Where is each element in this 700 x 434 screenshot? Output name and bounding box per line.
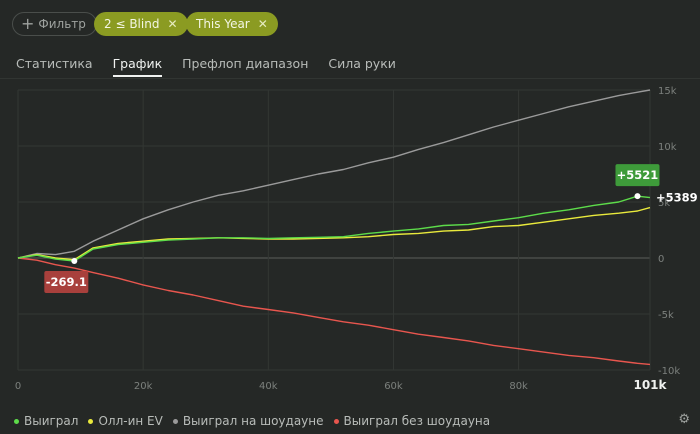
winnings-chart: 15k 10k 5k 0 -5k -10k 0 20k 40k 60k 80k 101k -269.1 +…: [15, 86, 698, 392]
filter-chip-label: 2 ≤ Blind: [104, 17, 160, 31]
tab-divider: [0, 78, 700, 79]
legend-dot: [333, 418, 339, 424]
close-icon[interactable]: ✕: [167, 17, 178, 31]
legend-dot: [88, 418, 94, 424]
legend-item[interactable]: Олл-ин EV: [88, 414, 163, 428]
legend-label: Выиграл на шоудауне: [182, 414, 324, 428]
annotation-box: [615, 164, 660, 187]
annotation-box: [44, 271, 89, 294]
series-line: [17, 89, 651, 259]
settings-icon[interactable]: ⚙: [678, 412, 690, 427]
annotation-label: +5521: [617, 168, 659, 182]
add-filter-button[interactable]: + Фильтр: [12, 12, 97, 36]
legend-item[interactable]: Выиграл без шоудауна: [333, 414, 491, 428]
x-end-label: 101k: [633, 378, 667, 392]
y-tick-label: 15k: [658, 86, 677, 97]
data-label: +5389: [656, 191, 698, 205]
tab-preflop-range[interactable]: Префлоп диапазон: [182, 56, 309, 71]
legend-item[interactable]: Выиграл на шоудауне: [172, 414, 324, 428]
legend-dot: [172, 418, 178, 424]
x-tick-label: 80k: [509, 381, 528, 392]
tab-bar: Статистика График Префлоп диапазон Сила …: [16, 56, 416, 77]
tab-statistics[interactable]: Статистика: [16, 56, 93, 71]
data-point: [634, 193, 641, 200]
annotation-label: -269.1: [46, 275, 87, 289]
x-tick-label: 0: [15, 381, 21, 392]
tab-graph[interactable]: График: [112, 56, 163, 77]
series-line: [17, 206, 651, 261]
plus-icon: +: [21, 14, 35, 33]
legend-label: Олл-ин EV: [98, 414, 163, 428]
legend-label: Выиграл без шоудауна: [343, 414, 491, 428]
tab-hand-strength[interactable]: Сила руки: [328, 56, 396, 71]
series-line: [17, 195, 651, 262]
filter-chip-blind[interactable]: 2 ≤ Blind ✕: [94, 12, 188, 36]
series-line: [17, 257, 651, 366]
data-point: [71, 258, 78, 265]
y-tick-label: -10k: [658, 366, 680, 377]
x-tick-label: 20k: [134, 381, 153, 392]
y-tick-label: 0: [658, 254, 664, 265]
y-tick-label: 10k: [658, 142, 677, 153]
legend-dot: [14, 418, 19, 424]
x-tick-label: 60k: [384, 381, 403, 392]
legend-label: Выиграл: [24, 414, 79, 428]
filter-chip-label: This Year: [196, 17, 250, 31]
filter-chip-year[interactable]: This Year ✕: [186, 12, 278, 36]
chart-legend: Выиграл Олл-ин EV Выиграл на шоудауне Выигр…: [14, 414, 500, 428]
y-tick-label: 5k: [658, 198, 670, 209]
add-filter-label: Фильтр: [38, 17, 86, 31]
legend-item[interactable]: Выиграл: [14, 414, 78, 428]
x-tick-label: 40k: [259, 381, 278, 392]
close-icon[interactable]: ✕: [257, 17, 268, 31]
y-tick-label: -5k: [658, 310, 674, 321]
